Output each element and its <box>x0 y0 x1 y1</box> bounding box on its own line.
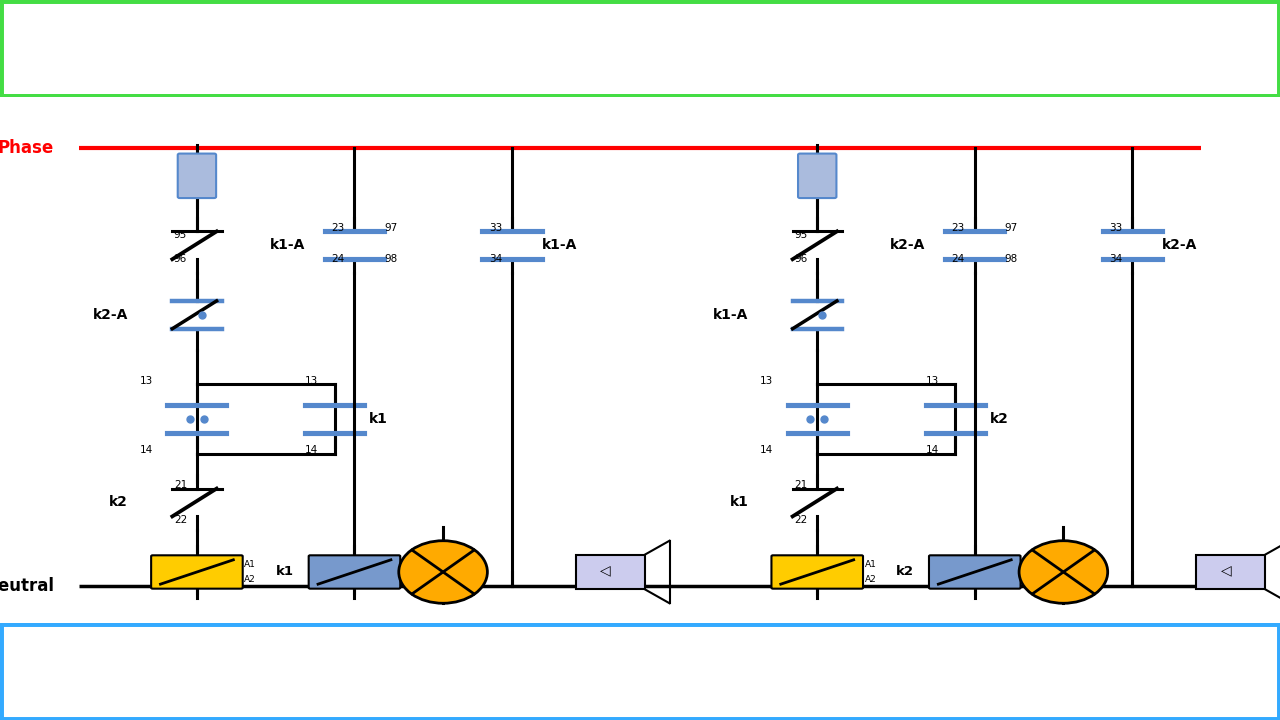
Text: 14: 14 <box>759 446 773 455</box>
Text: k1-A: k1-A <box>433 565 467 578</box>
Text: $\triangleleft$: $\triangleleft$ <box>1220 564 1233 579</box>
Text: 98: 98 <box>1005 254 1018 264</box>
FancyBboxPatch shape <box>772 555 863 589</box>
Text: k2-A: k2-A <box>92 308 128 322</box>
Text: Electrical Drawing Part - 6: Electrical Drawing Part - 6 <box>230 644 1050 698</box>
FancyBboxPatch shape <box>1197 554 1265 590</box>
Text: 97: 97 <box>1005 223 1018 233</box>
Text: 24: 24 <box>332 254 344 264</box>
Text: 23: 23 <box>332 223 344 233</box>
Text: k1: k1 <box>369 412 388 426</box>
Text: 23: 23 <box>951 223 965 233</box>
Text: k2-A: k2-A <box>1162 238 1197 252</box>
FancyBboxPatch shape <box>797 153 836 198</box>
Text: k2-A: k2-A <box>1053 565 1088 578</box>
Text: 13: 13 <box>759 376 773 386</box>
Circle shape <box>399 541 488 603</box>
FancyBboxPatch shape <box>308 555 401 589</box>
Text: 98: 98 <box>384 254 397 264</box>
Text: Neutral: Neutral <box>0 577 54 595</box>
Text: 97: 97 <box>384 223 397 233</box>
Text: k1-A: k1-A <box>713 308 749 322</box>
Text: 13: 13 <box>925 376 938 386</box>
Text: k1-A: k1-A <box>541 238 577 252</box>
Text: k2: k2 <box>109 495 128 510</box>
Text: 21: 21 <box>174 480 187 490</box>
FancyBboxPatch shape <box>151 555 243 589</box>
Text: 22: 22 <box>794 515 808 525</box>
Text: $\triangleleft$: $\triangleleft$ <box>599 564 612 579</box>
Text: A2: A2 <box>1021 575 1034 584</box>
Text: k2: k2 <box>896 565 914 578</box>
Text: 33: 33 <box>489 223 502 233</box>
Text: 13: 13 <box>140 376 152 386</box>
Text: 14: 14 <box>140 446 152 455</box>
Text: A2: A2 <box>864 575 877 584</box>
Text: 14: 14 <box>305 446 319 455</box>
Text: 96: 96 <box>174 254 187 264</box>
Text: 34: 34 <box>489 254 502 264</box>
Text: A2: A2 <box>402 575 413 584</box>
Text: 95: 95 <box>794 230 808 240</box>
Text: 96: 96 <box>794 254 808 264</box>
Text: k2-A: k2-A <box>890 238 925 252</box>
Text: k1: k1 <box>730 495 749 510</box>
Text: 95: 95 <box>174 230 187 240</box>
Circle shape <box>1019 541 1107 603</box>
Text: 34: 34 <box>1110 254 1123 264</box>
Text: k2: k2 <box>989 412 1009 426</box>
Text: 14: 14 <box>925 446 938 455</box>
Text: A1: A1 <box>1021 560 1034 569</box>
Text: k1-A: k1-A <box>270 238 305 252</box>
Text: 24: 24 <box>951 254 965 264</box>
Text: A1: A1 <box>244 560 256 569</box>
Text: k1: k1 <box>275 565 293 578</box>
Text: 33: 33 <box>1110 223 1123 233</box>
Text: Phase: Phase <box>0 139 54 157</box>
Text: A1: A1 <box>402 560 413 569</box>
Text: A1: A1 <box>864 560 877 569</box>
FancyBboxPatch shape <box>178 153 216 198</box>
Text: 21: 21 <box>794 480 808 490</box>
FancyBboxPatch shape <box>929 555 1020 589</box>
Text: A2: A2 <box>244 575 256 584</box>
Text: 22: 22 <box>174 515 187 525</box>
Text: 13: 13 <box>305 376 319 386</box>
FancyBboxPatch shape <box>576 554 645 590</box>
Text: How to Draw Electrical Circuit: How to Draw Electrical Circuit <box>173 22 1107 76</box>
